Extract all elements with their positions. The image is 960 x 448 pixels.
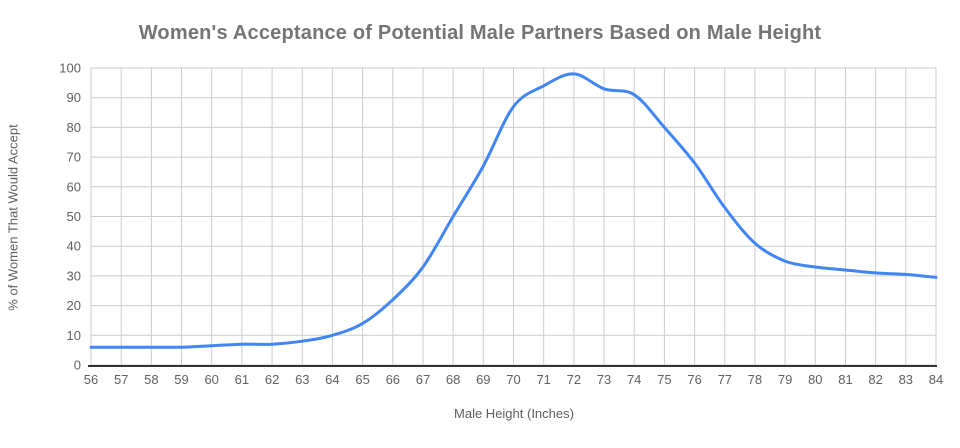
y-tick-label: 80 — [67, 120, 81, 135]
x-tick-label: 78 — [748, 372, 762, 387]
y-tick-label: 50 — [67, 209, 81, 224]
y-tick-label: 20 — [67, 298, 81, 313]
x-tick-label: 60 — [204, 372, 218, 387]
x-tick-label: 58 — [144, 372, 158, 387]
x-tick-label: 80 — [808, 372, 822, 387]
x-tick-label: 67 — [416, 372, 430, 387]
x-tick-label: 61 — [235, 372, 249, 387]
x-tick-label: 65 — [355, 372, 369, 387]
y-tick-label: 60 — [67, 179, 81, 194]
x-tick-label: 66 — [386, 372, 400, 387]
x-tick-label: 71 — [536, 372, 550, 387]
y-tick-label: 100 — [59, 61, 81, 76]
chart-title: Women's Acceptance of Potential Male Par… — [138, 22, 822, 44]
x-tick-label: 82 — [868, 372, 882, 387]
x-tick-label: 56 — [84, 372, 98, 387]
x-tick-label: 75 — [657, 372, 671, 387]
y-tick-label: 70 — [67, 150, 81, 165]
y-tick-label: 40 — [67, 239, 81, 254]
x-tick-label: 74 — [627, 372, 641, 387]
x-tick-label: 72 — [567, 372, 581, 387]
x-tick-label: 77 — [718, 372, 732, 387]
x-tick-label: 79 — [778, 372, 792, 387]
x-axis-title: Male Height (Inches) — [454, 406, 574, 421]
x-tick-label: 68 — [446, 372, 460, 387]
x-tick-label: 84 — [929, 372, 943, 387]
x-tick-label: 73 — [597, 372, 611, 387]
acceptance-curve — [89, 72, 938, 349]
x-tick-label: 81 — [838, 372, 852, 387]
x-tick-label: 64 — [325, 372, 339, 387]
x-tick-label: 63 — [295, 372, 309, 387]
x-tick-label: 76 — [687, 372, 701, 387]
x-tick-label: 62 — [265, 372, 279, 387]
x-tick-label: 83 — [899, 372, 913, 387]
y-tick-label: 10 — [67, 328, 81, 343]
y-tick-label: 30 — [67, 268, 81, 283]
x-tick-label: 59 — [174, 372, 188, 387]
x-tick-label: 70 — [506, 372, 520, 387]
x-tick-label: 57 — [114, 372, 128, 387]
x-tick-label: 69 — [476, 372, 490, 387]
y-tick-label: 90 — [67, 90, 81, 105]
y-tick-label: 0 — [74, 358, 81, 373]
